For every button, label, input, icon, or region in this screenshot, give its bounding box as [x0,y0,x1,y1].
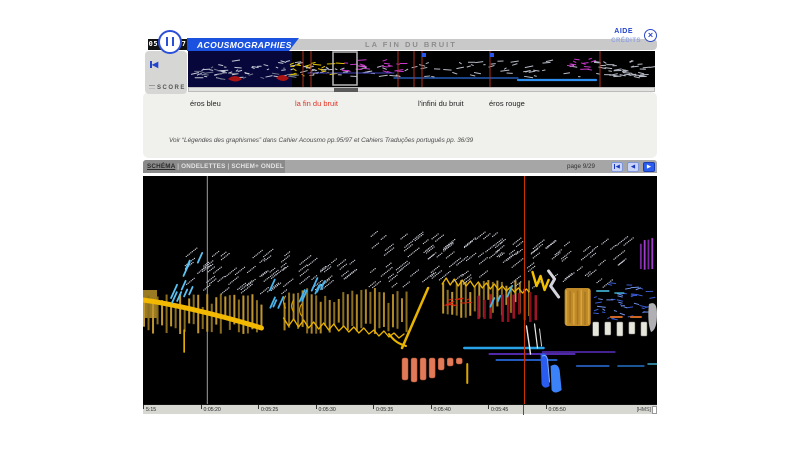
ruler-playhead-marker[interactable] [523,405,524,415]
transport-controls: ◀ SCORE [145,51,187,94]
first-page-button[interactable]: ◀ [611,162,623,172]
app-banner: ACOUSMOGRAPHIES [187,38,299,51]
ruler-tick-label: 0:05:35 [376,407,394,413]
ruler-tick [373,405,374,409]
acousmographies-window: LA FIN DU BRUIT 05:19:27 ACOUSMOGRAPHIES… [140,27,658,416]
ruler-tick [143,405,144,409]
ruler-tick-label: 0:05:50 [548,407,566,413]
section-label-eros-rouge[interactable]: éros rouge [489,99,525,108]
piece-title: LA FIN DU BRUIT [365,40,457,49]
pause-icon [166,37,174,46]
ruler-tick-label: 5:15 [146,407,157,413]
ruler-end-grip[interactable] [652,406,657,414]
view-tab-bar: SCHÉMA | ONDELETTES | SCHEM+ ONDEL page … [143,160,657,173]
prev-page-button[interactable]: ◀ [627,162,639,172]
overview-scroll-handle[interactable] [334,88,358,92]
ruler-unit-label: [HMS] [636,407,651,413]
section-label-infini-du-bruit[interactable]: l'infini du bruit [418,99,464,108]
overview-selection-box[interactable] [333,52,357,85]
ruler-tick [488,405,489,409]
section-label-eros-bleu[interactable]: éros bleu [190,99,221,108]
close-icon[interactable]: × [644,29,657,42]
score-toggle[interactable]: SCORE [149,85,186,91]
overview-scroll-track[interactable] [188,87,655,92]
tab-separator: | [177,163,180,170]
acousmographic-score-art [140,175,658,405]
ruler-tick [430,405,432,409]
app-title: ACOUSMOGRAPHIES [197,40,292,50]
ruler-tick-label: 0:05:45 [491,407,509,413]
title-bar: LA FIN DU BRUIT [187,39,657,50]
prev-page-icon: ◀ [630,164,636,170]
ruler-tick-label: 0:05:25 [261,407,279,413]
skip-to-start-icon[interactable]: ◀ [150,60,159,69]
overview-score-art [188,50,656,88]
first-page-icon [614,164,616,169]
legend-note: Voir “Légendes des graphismes” dans Cahi… [169,137,474,144]
timeline-ruler[interactable]: [HMS] 5:15 0:05:20 0:05:25 0:05:30 0:05:35 0:… [143,404,657,415]
tab-schema[interactable]: SCHÉMA [147,163,176,170]
ruler-tick [315,405,317,409]
help-button[interactable]: AIDE [614,28,633,35]
next-page-button[interactable]: ▶ [643,162,655,172]
tab-separator: | [227,163,230,170]
view-tabs: SCHÉMA | ONDELETTES | SCHEM+ ONDEL [143,160,285,173]
pause-button[interactable] [158,30,182,54]
ruler-tick [258,405,259,409]
ruler-tick-label: 0:05:30 [318,407,336,413]
section-label-la-fin-du-bruit[interactable]: la fin du bruit [295,99,338,108]
credits-button[interactable]: CRÉDITS [611,38,641,44]
acousmographic-score-panel[interactable] [140,175,658,405]
overview-score-strip[interactable] [188,50,656,88]
tab-ondelettes[interactable]: ONDELETTES [181,163,226,170]
page-indicator: page 9/29 [566,163,595,170]
ruler-tick [545,405,547,409]
ruler-tick-label: 0:05:40 [433,407,451,413]
section-panel: éros bleu la fin du bruit l'infini du br… [143,92,657,158]
ruler-tick [200,405,202,409]
tab-schem-ondel[interactable]: SCHEM+ ONDEL [231,163,284,170]
next-page-icon: ▶ [646,164,652,170]
score-mode-marks [149,85,155,89]
ruler-tick-label: 0:05:20 [203,407,221,413]
